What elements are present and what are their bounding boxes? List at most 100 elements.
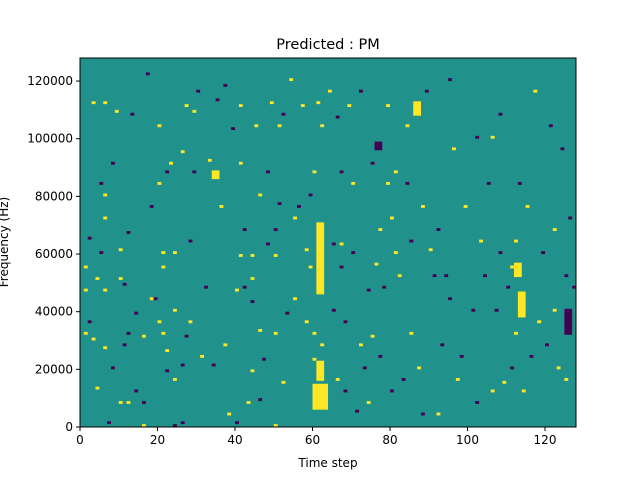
heatmap-cell (448, 78, 453, 82)
heatmap-cell (192, 170, 197, 174)
heatmap-cell (161, 265, 166, 269)
heatmap-cell (258, 398, 263, 402)
y-tick-label: 20000 (35, 362, 73, 376)
heatmap-cell (401, 377, 406, 381)
x-tick-label: 120 (534, 433, 557, 447)
heatmap-cell (235, 288, 239, 292)
heatmap-cell (428, 248, 433, 252)
heatmap-cell (161, 251, 166, 255)
heatmap-cell (134, 389, 139, 393)
heatmap-cell (281, 112, 286, 116)
heatmap-cell (351, 181, 356, 185)
heatmap-cell (409, 331, 414, 335)
heatmap-cell (273, 254, 278, 257)
heatmap-cell (227, 412, 232, 416)
heatmap-cell (510, 265, 515, 269)
heatmap-cell (320, 343, 325, 347)
heatmap-cell (118, 401, 123, 404)
heatmap-cell (405, 181, 410, 185)
heatmap-cell (525, 205, 530, 208)
heatmap-cell (471, 308, 476, 312)
heatmap-cell (436, 412, 441, 416)
heatmap-cell (304, 320, 309, 324)
heatmap-cell (114, 109, 119, 113)
heatmap-cell (475, 401, 480, 404)
heatmap-cell (300, 104, 305, 108)
x-tick-label: 80 (382, 433, 397, 447)
heatmap-cell (122, 343, 127, 347)
heatmap-cell (122, 282, 127, 286)
heatmap-cell (378, 354, 383, 358)
heatmap-cell (312, 383, 328, 410)
heatmap-cell (266, 170, 270, 174)
heatmap-cell (157, 181, 162, 185)
heatmap-cell (134, 311, 139, 315)
heatmap-cell (374, 262, 379, 266)
heatmap-cells (83, 72, 577, 427)
heatmap-cell (188, 239, 193, 243)
heatmap-cell (165, 170, 170, 174)
heatmap-cell (173, 308, 177, 312)
heatmap-cell (173, 377, 177, 381)
heatmap-cell (111, 366, 115, 370)
heatmap-cell (502, 380, 507, 384)
heatmap-cell (297, 205, 301, 208)
heatmap-cell (386, 181, 391, 185)
heatmap-cell (304, 248, 309, 252)
heatmap-cell (157, 124, 162, 128)
heatmap-cell (312, 170, 317, 174)
heatmap-cell (184, 334, 189, 338)
heatmap-cell (91, 101, 96, 105)
heatmap-cell (545, 343, 549, 347)
heatmap-cell (548, 124, 553, 128)
y-tick-label: 60000 (35, 247, 73, 261)
heatmap-cell (405, 124, 410, 128)
heatmap-cell (262, 357, 267, 361)
heatmap-cell (273, 228, 278, 231)
y-axis: 0 20000 40000 60000 80000 100000 120000 (27, 74, 80, 434)
heatmap-cell (393, 170, 398, 174)
heatmap-cell (149, 297, 154, 301)
heatmap-cell (432, 274, 437, 278)
heatmap-cell (95, 277, 100, 280)
heatmap-cell (293, 216, 298, 220)
heatmap-cell (273, 331, 278, 335)
heatmap-cell (312, 331, 317, 335)
heatmap-cell (328, 89, 332, 93)
heatmap-cell (215, 98, 220, 102)
heatmap-cell (498, 251, 503, 255)
heatmap-cell (355, 409, 360, 413)
heatmap-cell (126, 230, 131, 234)
heatmap-cell (343, 320, 348, 324)
plot-area-background (80, 58, 576, 427)
heatmap-cell (273, 424, 278, 427)
heatmap-cell (258, 328, 263, 332)
heatmap-cell (157, 320, 162, 324)
heatmap-cell (517, 291, 526, 318)
heatmap-cell (231, 127, 236, 131)
heatmap-cell (366, 401, 371, 404)
x-tick-label: 20 (150, 433, 165, 447)
heatmap-cell (180, 150, 185, 154)
heatmap-cell (366, 288, 371, 292)
heatmap-cell (424, 89, 429, 93)
heatmap-cell (142, 334, 146, 338)
heatmap-cell (238, 254, 243, 257)
heatmap-cell (103, 288, 108, 292)
heatmap-cell (285, 311, 290, 315)
heatmap-cell (277, 202, 282, 206)
heatmap-cell (510, 366, 515, 370)
heatmap-cell (436, 228, 441, 231)
heatmap-cell (173, 424, 177, 427)
heatmap-cell (103, 346, 108, 350)
heatmap-cell (130, 112, 135, 116)
heatmap-cell (320, 124, 325, 128)
chart-title: Predicted : PM (276, 37, 379, 53)
heatmap-cell (312, 357, 317, 361)
heatmap-cell (413, 101, 421, 116)
heatmap-cell (200, 354, 205, 358)
heatmap-cell (254, 124, 259, 128)
heatmap-cell (126, 401, 131, 404)
heatmap-cell (541, 251, 546, 255)
heatmap-cell (560, 147, 565, 151)
